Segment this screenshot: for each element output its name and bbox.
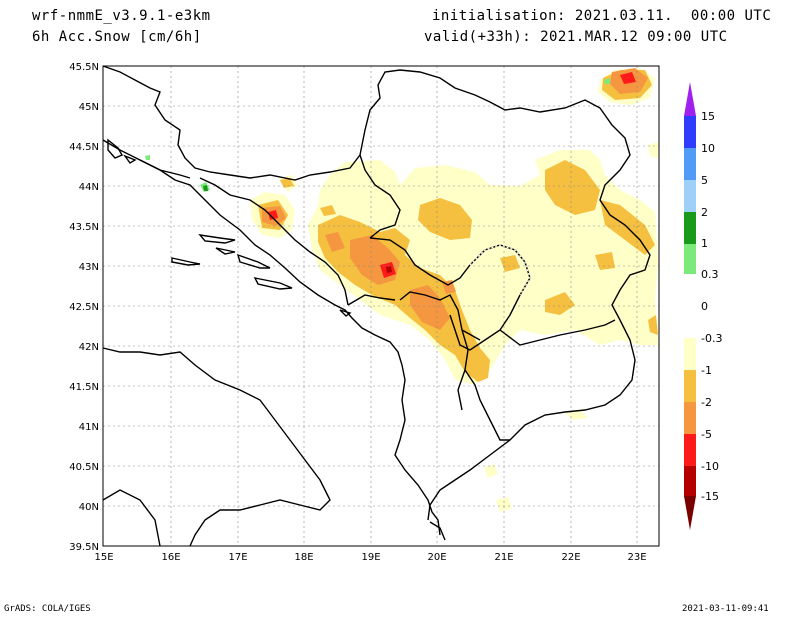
colorbar-label: 0	[701, 300, 708, 313]
lon-label: 16E	[161, 552, 180, 563]
colorbar-label: 0.3	[701, 268, 719, 281]
lon-label: 15E	[94, 552, 113, 563]
valid-time: valid(+33h): 2021.MAR.12 09:00 UTC	[424, 29, 728, 45]
colorbar-label: 5	[701, 174, 708, 187]
map-grid	[103, 66, 659, 546]
lon-label: 18E	[294, 552, 313, 563]
map-panel	[102, 65, 660, 547]
lat-label: 43.5N	[69, 222, 99, 233]
colorbar-segment	[684, 466, 696, 496]
lon-label: 22E	[561, 552, 580, 563]
footer-timestamp: 2021-03-11-09:41	[682, 604, 769, 614]
colorbar-label: -15	[701, 490, 719, 503]
lat-axis: 45.5N 45N 44.5N 44N 43.5N 43N 42.5N 42N …	[69, 62, 99, 553]
colorbar-label: -5	[701, 428, 712, 441]
colorbar-label: 15	[701, 110, 715, 123]
colorbar: 15 10 5 2 1 0.3 0 -0.3 -1 -2 -5 -10 -15	[684, 82, 722, 530]
colorbar-bottom-arrow	[684, 496, 696, 530]
lat-label: 40.5N	[69, 462, 99, 473]
colorbar-segment	[684, 370, 696, 402]
lon-label: 23E	[627, 552, 646, 563]
country-borders	[102, 65, 651, 521]
lon-label: 17E	[228, 552, 247, 563]
colorbar-segment	[684, 338, 696, 370]
lon-label: 21E	[494, 552, 513, 563]
colorbar-segment	[684, 434, 696, 466]
colorbar-label: -2	[701, 396, 712, 409]
lat-label: 42.5N	[69, 302, 99, 313]
colorbar-label: 1	[701, 237, 708, 250]
field-title: 6h Acc.Snow [cm/6h]	[32, 29, 202, 45]
lat-label: 42N	[79, 342, 99, 353]
colorbar-segment	[684, 212, 696, 244]
lon-label: 20E	[427, 552, 446, 563]
colorbar-segment	[684, 180, 696, 212]
colorbar-segment	[684, 402, 696, 434]
lat-label: 41N	[79, 422, 99, 433]
lat-label: 45N	[79, 102, 99, 113]
colorbar-label: -0.3	[701, 332, 722, 345]
footer-credit: GrADS: COLA/IGES	[4, 604, 91, 614]
lat-label: 39.5N	[69, 542, 99, 553]
lat-label: 41.5N	[69, 382, 99, 393]
colorbar-segment	[684, 274, 696, 338]
init-time: initialisation: 2021.03.11. 00:00 UTC	[432, 8, 772, 24]
lat-label: 43N	[79, 262, 99, 273]
colorbar-segment	[684, 116, 696, 148]
colorbar-label: 10	[701, 142, 715, 155]
colorbar-label: -10	[701, 460, 719, 473]
model-title: wrf-nmmE_v3.9.1-e3km	[32, 8, 211, 24]
coastlines	[102, 138, 446, 547]
colorbar-label: -1	[701, 364, 712, 377]
lon-axis: 15E 16E 17E 18E 19E 20E 21E 22E 23E	[94, 552, 646, 563]
lat-label: 40N	[79, 502, 99, 513]
lat-label: 44.5N	[69, 142, 99, 153]
colorbar-label: 2	[701, 206, 708, 219]
colorbar-top-arrow	[684, 82, 696, 116]
lat-label: 44N	[79, 182, 99, 193]
snow-field	[145, 68, 658, 512]
map-border	[102, 65, 660, 547]
colorbar-segment	[684, 244, 696, 274]
colorbar-segment	[684, 148, 696, 180]
lat-label: 45.5N	[69, 62, 99, 73]
lon-label: 19E	[361, 552, 380, 563]
